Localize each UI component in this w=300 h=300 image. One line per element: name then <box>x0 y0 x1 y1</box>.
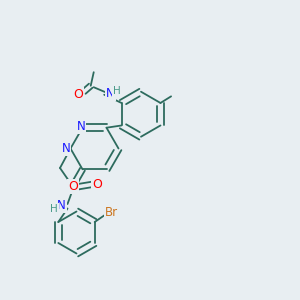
Text: H: H <box>113 86 121 96</box>
Text: N: N <box>61 142 70 155</box>
Text: O: O <box>92 178 102 191</box>
Text: N: N <box>106 87 115 100</box>
Text: N: N <box>76 120 85 133</box>
Text: Br: Br <box>105 206 118 219</box>
Text: O: O <box>73 88 83 101</box>
Text: H: H <box>50 203 58 214</box>
Text: O: O <box>68 180 78 193</box>
Text: N: N <box>57 199 66 212</box>
